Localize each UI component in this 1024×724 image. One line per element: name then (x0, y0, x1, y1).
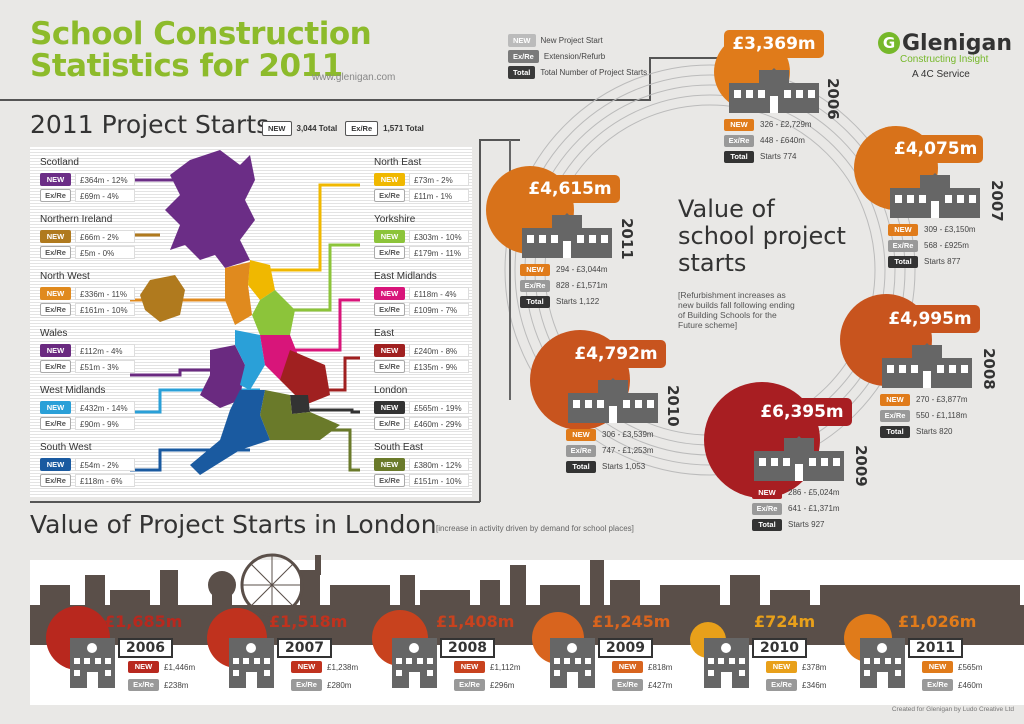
year-label-2008: 2008 (980, 348, 998, 390)
region-wales: Wales NEW £112m - 4% Ex/Re £51m - 3% (40, 328, 135, 375)
region-northern-ireland: Northern Ireland NEW £66m - 2% Ex/Re £5m -… (40, 214, 135, 261)
region-london: London NEW £565m - 19% Ex/Re £460m - 29% (374, 385, 469, 432)
region-east: East NEW £240m - 8% Ex/Re £135m - 9% (374, 328, 469, 375)
year-card-2008: £4,995m NEW 270 - £3,877m Ex/Re 550 - £1,1… (880, 305, 980, 441)
school-building-icon (704, 638, 749, 688)
region-north-west: North West NEW £336m - 11% Ex/Re £161m - 1… (40, 271, 135, 318)
region-yorkshire: Yorkshire NEW £303m - 10% Ex/Re £179m - 11… (374, 214, 469, 261)
project-starts-title: 2011 Project Starts (30, 110, 270, 139)
school-building-icon (890, 173, 980, 218)
year-label-2007: 2007 (988, 180, 1006, 222)
school-building-icon (392, 638, 437, 688)
glenigan-g-icon: G (878, 32, 900, 54)
year-card-2009: £6,395m NEW 286 - £5,024m Ex/Re 641 - £1,3… (752, 398, 852, 534)
year-card-2006: £3,369m NEW 326 - £2,729m Ex/Re 448 - £640… (724, 30, 824, 166)
page-title: School Construction Statistics for 2011 (30, 16, 372, 84)
school-building-icon (568, 378, 658, 423)
school-building-icon (522, 213, 612, 258)
region-west-midlands: West Midlands NEW £432m - 14% Ex/Re £90m -… (40, 385, 135, 432)
credit-text: Created for Glenigan by Ludo Creative Lt… (891, 706, 1014, 713)
school-building-icon (754, 436, 844, 481)
region-south-west: South West NEW £54m - 2% Ex/Re £118m - 6% (40, 442, 135, 489)
school-building-icon (70, 638, 115, 688)
london-note: [increase in activity driven by demand f… (436, 524, 634, 533)
year-label-2006: 2006 (824, 78, 842, 120)
svg-text:G: G (883, 34, 895, 52)
school-building-icon (882, 343, 972, 388)
london-title: Value of Project Starts in London (30, 510, 437, 539)
site-url[interactable]: www.glenigan.com (312, 72, 396, 83)
year-card-2011: £4,615m NEW 294 - £3,044m Ex/Re 828 - £1,5… (520, 175, 620, 311)
value-title: Value of school project starts (678, 195, 846, 277)
year-label-2009: 2009 (852, 445, 870, 487)
year-card-2010: £4,792m NEW 306 - £3,539m Ex/Re 747 - £1,2… (566, 340, 666, 476)
school-building-icon (729, 68, 819, 113)
legend-item-total: Total Total Number of Project Starts (508, 66, 647, 79)
region-south-east: South East NEW £380m - 12% Ex/Re £151m - 1… (374, 442, 469, 489)
glenigan-logo: G Glenigan Constructing Insight A 4C Ser… (876, 30, 1012, 80)
school-building-icon (550, 638, 595, 688)
legend: NEW New Project Start Ex/Re Extension/Refu… (508, 34, 647, 82)
region-scotland: Scotland NEW £364m - 12% Ex/Re £69m - 4% (40, 157, 135, 204)
year-card-2007: £4,075m NEW 309 - £3,150m Ex/Re 568 - £925… (888, 135, 984, 271)
legend-item-exre: Ex/Re Extension/Refurb (508, 50, 647, 63)
school-building-icon (860, 638, 905, 688)
region-east-midlands: East Midlands NEW £118m - 4% Ex/Re £109m -… (374, 271, 469, 318)
legend-item-new: NEW New Project Start (508, 34, 647, 47)
region-north-east: North East NEW £73m - 2% Ex/Re £11m - 1% (374, 157, 469, 204)
year-label-2010: 2010 (664, 385, 682, 427)
value-note: [Refurbishment increases as new builds f… (678, 290, 795, 330)
uk-map (130, 150, 360, 475)
year-label-2011: 2011 (618, 218, 636, 260)
project-starts-totals: NEW 3,044 Total Ex/Re 1,571 Total (262, 121, 424, 136)
school-building-icon (229, 638, 274, 688)
